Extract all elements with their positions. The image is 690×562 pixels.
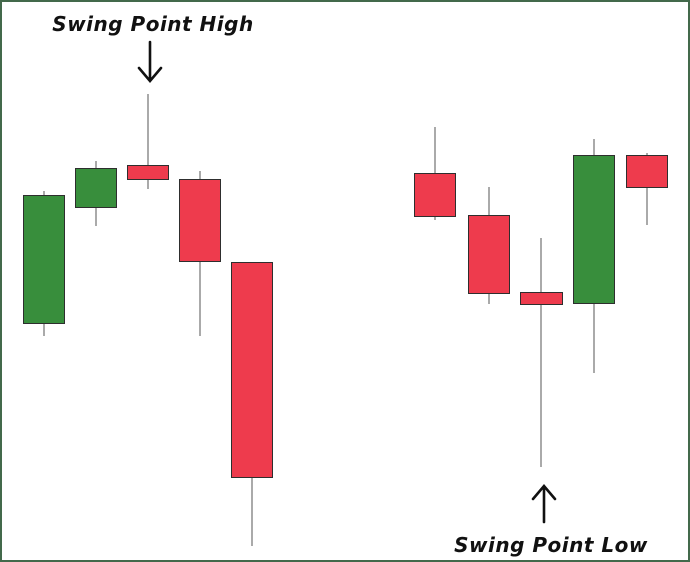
candle-body-left-4 — [179, 179, 221, 262]
candle-body-left-1 — [23, 195, 65, 324]
candle-wick — [540, 238, 542, 467]
candle-body-right-3-swing-point-low — [520, 292, 563, 305]
candle-wick — [147, 94, 149, 189]
up-arrow-icon — [531, 483, 557, 524]
swing-point-low-label: Swing Point Low — [454, 533, 648, 557]
candle-body-right-1 — [414, 173, 456, 217]
swing-point-high-label: Swing Point High — [52, 12, 254, 36]
candle-body-right-4 — [573, 155, 615, 304]
candle-body-right-5 — [626, 155, 668, 188]
candle-body-left-2 — [75, 168, 117, 208]
candle-body-left-3-swing-point-high — [127, 165, 169, 180]
candle-body-left-5 — [231, 262, 273, 478]
down-arrow-icon — [137, 40, 163, 84]
candle-wick — [646, 153, 648, 225]
candle-body-right-2 — [468, 215, 510, 294]
